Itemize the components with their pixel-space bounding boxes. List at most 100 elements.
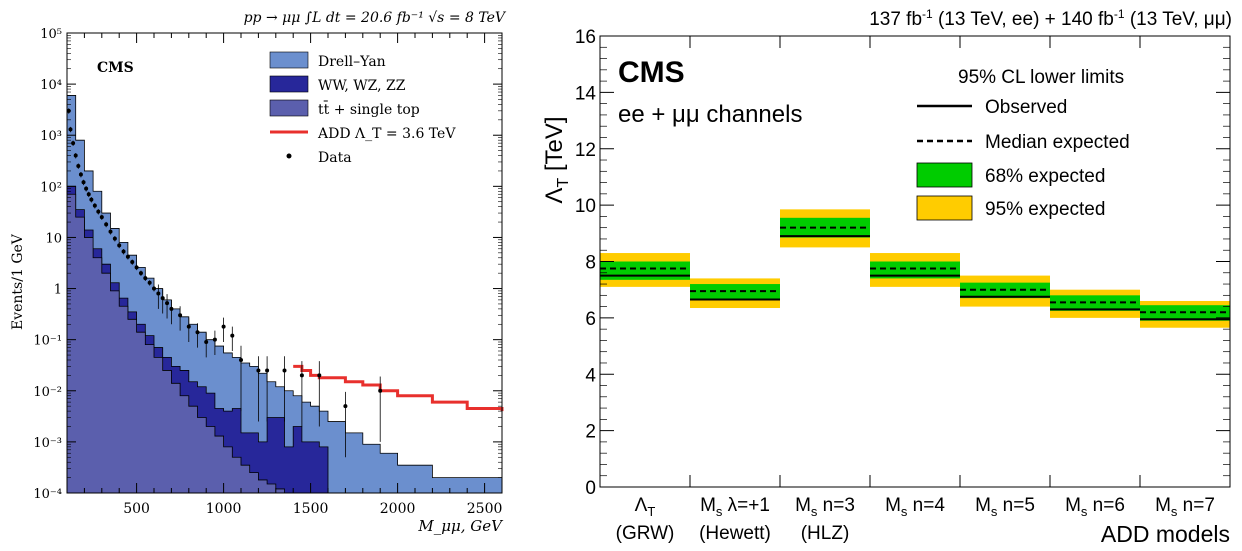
- y-tick-label: 6: [585, 309, 596, 330]
- y-tick-label: 10⁴: [40, 78, 62, 93]
- cms-logo: CMS: [97, 60, 134, 76]
- data-point: [165, 301, 170, 306]
- x-tick-label: ΛT: [635, 495, 656, 519]
- legend-title: 95% CL lower limits: [958, 67, 1124, 88]
- data-point: [112, 236, 117, 241]
- x-tick-label: 1000: [206, 501, 242, 517]
- data-point: [121, 249, 126, 254]
- cms-logo: CMS: [618, 56, 685, 89]
- data-point: [96, 209, 101, 214]
- data-point: [212, 337, 217, 342]
- x-tick-sublabel: (HLZ): [801, 523, 850, 544]
- legend-swatch: [269, 75, 309, 93]
- data-point: [230, 333, 235, 338]
- data-point: [125, 254, 130, 259]
- data-point: [78, 172, 83, 177]
- x-tick-label: 2000: [380, 501, 416, 517]
- y-tick-label: 10²: [40, 180, 62, 195]
- x-tick-label: 1500: [293, 501, 329, 517]
- y-tick-label: 10⁻³: [33, 436, 62, 451]
- y-tick-label: 4: [585, 365, 596, 386]
- y-axis-label: ΛT [TeV]: [541, 116, 572, 203]
- data-point: [104, 222, 109, 227]
- data-point: [138, 271, 143, 276]
- legend-swatch: [916, 195, 973, 221]
- data-point: [317, 373, 322, 378]
- data-point: [160, 296, 165, 301]
- y-tick-label: 10⁻¹: [33, 334, 62, 349]
- y-tick-label: 12: [575, 140, 596, 161]
- data-point: [89, 197, 94, 202]
- left-chart: pp → μμ ∫L dt = 20.6 fb⁻¹ √s = 8 TeV 10⁻⁴…: [10, 10, 507, 535]
- x-tick-label: Ms n=7: [1155, 495, 1215, 519]
- data-point: [84, 186, 89, 191]
- data-point: [117, 243, 122, 248]
- legend-swatch: [269, 51, 309, 69]
- plot-frame: [66, 32, 503, 494]
- add-signal-line: [293, 364, 504, 412]
- data-point: [68, 127, 73, 132]
- data-point: [195, 330, 200, 335]
- legend-label: 95% expected: [985, 199, 1105, 220]
- data-point: [76, 163, 81, 168]
- y-tick-label: 0: [585, 478, 596, 499]
- legend-swatch: [269, 99, 309, 117]
- x-tick-label: Ms n=6: [1065, 495, 1125, 519]
- data-point: [299, 373, 304, 378]
- x-tick-sublabel: (GRW): [616, 523, 675, 544]
- x-axis-label: M_μμ, GeV: [417, 517, 504, 535]
- data-point: [143, 276, 148, 281]
- band-68: [600, 261, 690, 280]
- x-tick-label: 2500: [467, 501, 503, 517]
- data-point: [108, 229, 113, 234]
- data-point: [343, 404, 348, 409]
- data-point: [81, 180, 86, 185]
- data-point: [186, 324, 191, 329]
- data-point: [265, 368, 270, 373]
- x-tick-label: Ms n=5: [975, 495, 1035, 519]
- legend-label: ADD Λ_T = 3.6 TeV: [317, 126, 456, 142]
- x-axis-label: ADD models: [1101, 521, 1230, 547]
- legend-label: Median expected: [985, 132, 1130, 153]
- data-point: [256, 368, 261, 373]
- chart-header: 137 fb-1 (13 TeV, ee) + 140 fb-1 (13 TeV…: [869, 7, 1232, 30]
- x-tick-label: 500: [123, 501, 150, 517]
- y-tick-label: 2: [585, 422, 596, 443]
- x-tick-label: Ms n=3: [795, 495, 855, 519]
- legend-label: 68% expected: [985, 166, 1105, 187]
- data-point: [99, 215, 104, 220]
- y-tick-label: 10³: [40, 129, 62, 144]
- data-point: [221, 324, 226, 329]
- data-point: [134, 265, 139, 270]
- data-point: [71, 141, 76, 146]
- y-tick-label: 16: [575, 27, 596, 48]
- data-point: [378, 388, 383, 393]
- y-tick-label: 10⁻²: [33, 385, 62, 400]
- data-point: [239, 358, 243, 363]
- data-point: [73, 153, 78, 158]
- y-tick-label: 10: [575, 196, 596, 217]
- legend-label: Drell–Yan: [318, 54, 386, 70]
- y-tick-label: 10: [45, 231, 62, 246]
- data-point: [92, 203, 97, 208]
- right-chart: 137 fb-1 (13 TeV, ee) + 140 fb-1 (13 TeV…: [541, 7, 1232, 547]
- legend-label: tt̄ + single top: [318, 100, 420, 118]
- legend-swatch: [286, 153, 292, 159]
- y-tick-label: 10⁵: [40, 27, 62, 42]
- data-point: [86, 192, 91, 197]
- y-tick-label: 1: [54, 283, 62, 298]
- y-tick-label: 10⁻⁴: [33, 487, 62, 502]
- data-point: [282, 368, 287, 373]
- legend-label: Observed: [985, 97, 1067, 118]
- x-tick-sublabel: (Hewett): [699, 523, 771, 544]
- data-point: [130, 260, 135, 265]
- legend-swatch: [916, 162, 973, 188]
- y-axis-label: Events/1 GeV: [10, 233, 26, 330]
- data-point: [152, 286, 156, 291]
- data-point: [156, 291, 161, 296]
- data-point: [204, 340, 209, 345]
- data-point: [147, 280, 152, 285]
- y-tick-label: 14: [575, 83, 597, 104]
- x-tick-label: Ms λ=+1: [700, 495, 770, 519]
- data-point: [178, 313, 183, 318]
